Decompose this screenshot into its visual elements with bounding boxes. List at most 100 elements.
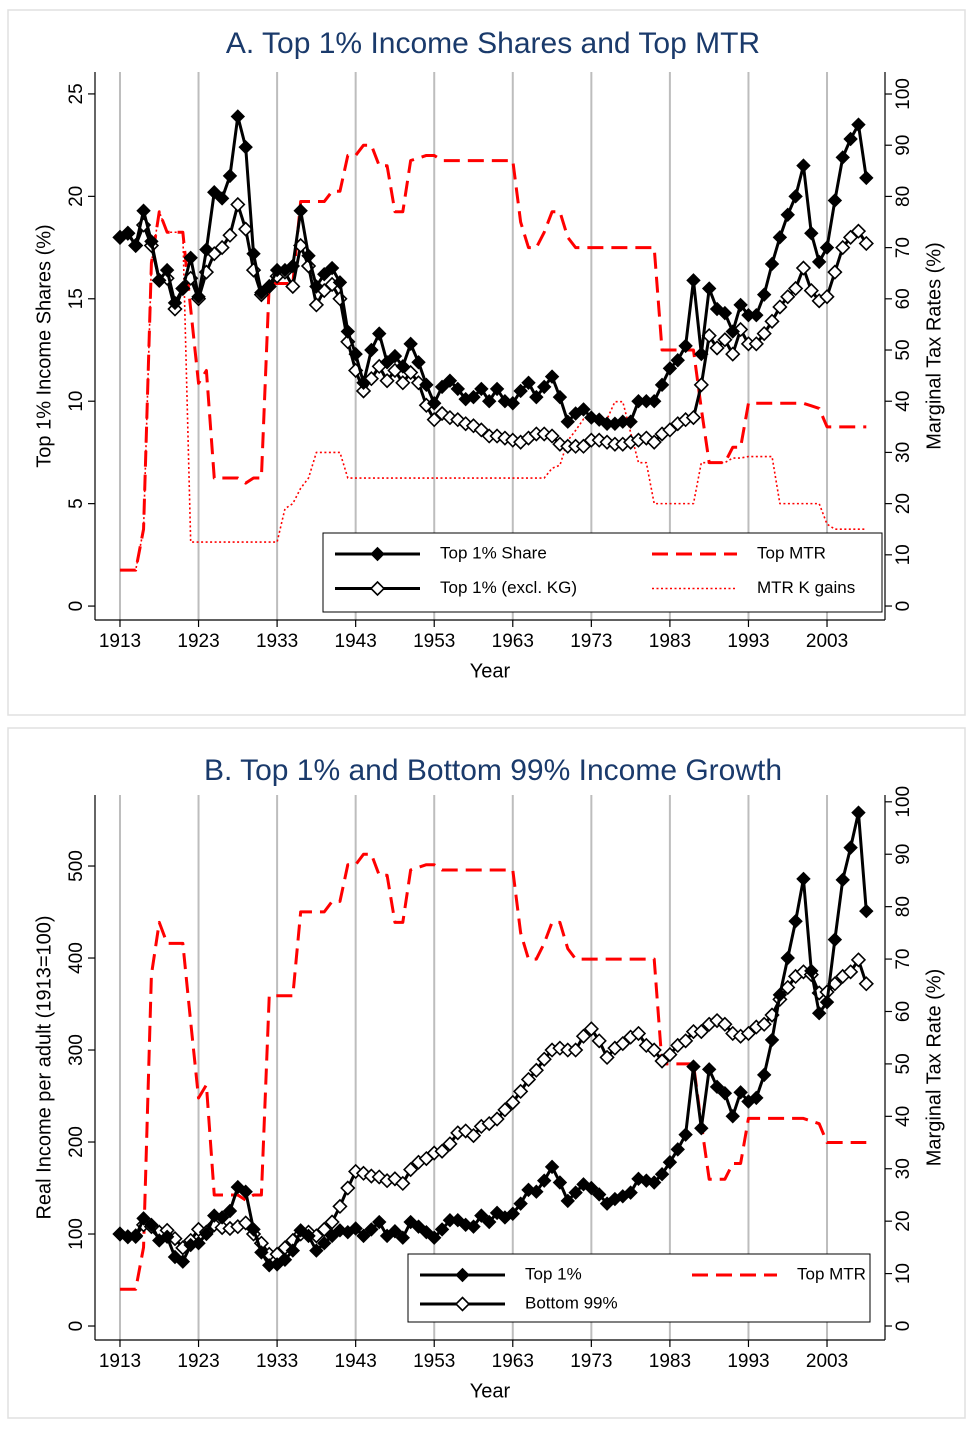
y2-tick-label: 100 — [893, 78, 914, 110]
marker-open-diamond — [190, 1221, 207, 1238]
y2-tick-label: 0 — [893, 601, 914, 612]
y2-tick-label: 50 — [893, 339, 914, 360]
marker-open-diamond — [387, 1171, 403, 1187]
marker-diamond — [819, 994, 835, 1010]
marker-diamond — [529, 1184, 544, 1199]
marker-open-diamond — [693, 377, 709, 393]
marker-diamond — [214, 1210, 230, 1225]
marker-diamond — [804, 963, 819, 979]
legend-box — [407, 1253, 871, 1323]
legend-label: Bottom 99% — [525, 1293, 618, 1312]
marker-diamond — [576, 402, 591, 417]
x-tick-label: 1963 — [492, 631, 534, 652]
y-tick-label: 300 — [66, 1034, 87, 1066]
marker-diamond — [733, 297, 748, 313]
y2-tick-label: 90 — [893, 844, 914, 865]
marker-diamond — [796, 158, 811, 173]
marker-diamond — [474, 1208, 489, 1223]
marker-diamond — [309, 1243, 324, 1258]
y-tick-label: 500 — [66, 850, 87, 882]
legend-marker — [454, 1296, 471, 1312]
y-tick-label: 0 — [66, 601, 87, 612]
x-tick-label: 1943 — [335, 1351, 377, 1372]
legend-box — [322, 532, 883, 613]
marker-diamond — [254, 1245, 269, 1260]
y2-tick-label: 20 — [893, 493, 914, 514]
marker-open-diamond — [835, 239, 851, 256]
marker-diamond — [701, 1062, 717, 1077]
marker-open-diamond — [489, 1111, 505, 1127]
marker-diamond — [379, 355, 395, 370]
marker-diamond — [544, 369, 560, 384]
marker-open-diamond — [316, 1221, 332, 1238]
marker-diamond — [120, 226, 136, 241]
marker-open-diamond — [528, 1062, 544, 1078]
marker-open-diamond — [725, 346, 741, 362]
marker-diamond — [112, 1226, 128, 1242]
marker-diamond — [152, 273, 167, 288]
x-tick-label: 1923 — [177, 631, 219, 652]
y2-axis-title: Marginal Tax Rates (%) — [923, 242, 945, 449]
marker-open-diamond — [803, 282, 819, 299]
marker-open-diamond — [858, 976, 874, 992]
marker-open-diamond — [827, 264, 843, 280]
marker-diamond — [749, 1090, 764, 1106]
series-line — [119, 852, 867, 1291]
marker-diamond — [764, 1032, 780, 1048]
legend-label: MTR K gains — [757, 578, 855, 597]
marker-diamond — [780, 207, 795, 222]
legend-marker — [370, 546, 385, 562]
marker-diamond — [159, 1229, 175, 1244]
marker-open-diamond — [355, 383, 372, 399]
marker-diamond — [364, 1222, 379, 1237]
y-axis-title: Top 1% Income Shares (%) — [33, 224, 55, 467]
marker-diamond — [285, 1243, 301, 1258]
marker-diamond — [387, 348, 403, 364]
marker-open-diamond — [646, 1042, 662, 1058]
marker-open-diamond — [615, 1035, 631, 1052]
legend-label: Top 1% — [525, 1264, 582, 1283]
marker-diamond — [859, 170, 874, 186]
marker-diamond — [804, 226, 819, 241]
marker-diamond — [701, 281, 717, 296]
marker-open-diamond — [591, 1033, 607, 1049]
marker-diamond — [419, 377, 434, 393]
y-tick-label: 15 — [66, 288, 87, 309]
y2-tick-label: 70 — [893, 237, 914, 258]
marker-diamond — [372, 326, 387, 341]
marker-open-diamond — [685, 409, 702, 426]
marker-open-diamond — [536, 1051, 552, 1067]
marker-diamond — [136, 1211, 151, 1226]
marker-open-diamond — [630, 1025, 647, 1042]
marker-diamond — [191, 289, 206, 304]
marker-open-diamond — [717, 1016, 733, 1032]
marker-open-diamond — [395, 375, 411, 391]
marker-diamond — [749, 307, 764, 323]
marker-open-diamond — [340, 1180, 356, 1196]
marker-diamond — [356, 375, 371, 390]
marker-diamond — [128, 238, 143, 253]
marker-diamond — [466, 389, 481, 405]
chart-title: A. Top 1% Income Shares and Top MTR — [226, 27, 760, 60]
y-axis-title: Real Income per adult (1913=100) — [33, 915, 55, 1219]
marker-diamond — [670, 353, 685, 368]
marker-diamond — [427, 1230, 442, 1245]
marker-open-diamond — [646, 434, 662, 450]
y2-tick-label: 100 — [893, 786, 914, 818]
marker-diamond — [544, 1159, 560, 1175]
x-tick-label: 1963 — [492, 1351, 534, 1372]
marker-open-diamond — [858, 235, 874, 252]
marker-diamond — [529, 389, 544, 405]
marker-open-diamond — [787, 280, 804, 297]
marker-diamond — [482, 1214, 497, 1230]
x-tick-label: 1993 — [727, 1351, 769, 1372]
y2-tick-label: 0 — [893, 1321, 914, 1332]
marker-diamond — [317, 1236, 332, 1251]
chart-title: B. Top 1% and Bottom 99% Income Growth — [204, 754, 782, 787]
marker-diamond — [709, 1079, 725, 1095]
marker-open-diamond — [465, 1127, 482, 1144]
x-tick-label: 1933 — [256, 631, 298, 652]
marker-diamond — [159, 262, 175, 278]
y2-tick-label: 60 — [893, 288, 914, 309]
marker-open-diamond — [764, 313, 780, 329]
